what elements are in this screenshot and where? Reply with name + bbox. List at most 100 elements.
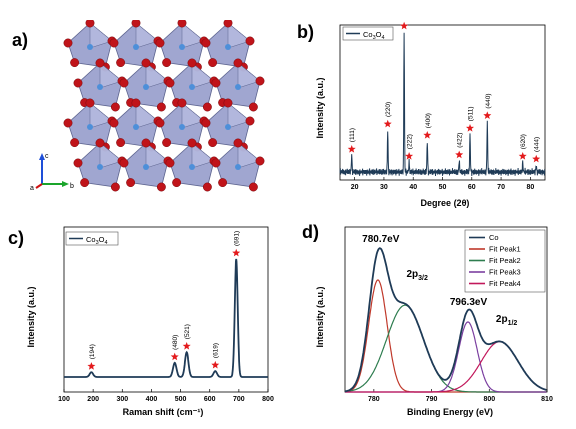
y-axis-label: Intensity (a.u.) (315, 77, 325, 138)
y-axis-label: Intensity (a.u.) (26, 286, 36, 347)
peak-marker-star (347, 145, 356, 153)
peak-label: (444) (534, 137, 541, 152)
oxygen-atom (63, 38, 73, 48)
oxygen-atom (95, 58, 105, 68)
x-tick-label: 800 (262, 396, 274, 403)
series-line (64, 258, 268, 378)
x-axis-label: Degree (2θ) (421, 198, 470, 208)
peak-marker-star (518, 152, 527, 160)
x-tick-label: 70 (497, 184, 505, 191)
cobalt-atom (133, 44, 139, 50)
oxygen-atom (233, 58, 243, 68)
cobalt-atom (87, 44, 93, 50)
peak-marker-star (455, 150, 464, 159)
cobalt-atom (87, 124, 93, 130)
x-tick-label: 100 (58, 396, 70, 403)
plot-frame (339, 24, 546, 181)
x-tick-label: 790 (426, 396, 438, 403)
oxygen-atom (119, 78, 129, 88)
cobalt-atom (143, 84, 149, 90)
cobalt-atom (97, 84, 103, 90)
cobalt-atom (225, 44, 231, 50)
peak-label: (220) (385, 102, 392, 117)
panel-label-b: b) (297, 22, 314, 42)
oxygen-atom (156, 102, 166, 112)
a-axis-label: a (30, 185, 34, 192)
cobalt-atom (189, 164, 195, 170)
x-tick-label: 300 (116, 396, 128, 403)
crystal-axes-indicator: c a b (30, 153, 74, 192)
oxygen-atom (70, 138, 80, 148)
oxygen-atom (126, 178, 136, 188)
oxygen-atom (131, 20, 141, 28)
oxygen-atom (85, 98, 95, 108)
series-line (339, 32, 546, 177)
peak-marker-star (532, 154, 541, 163)
peak-annotation: 2p1/2 (496, 314, 518, 327)
x-tick-label: 780 (368, 396, 380, 403)
oxygen-atom (70, 58, 80, 68)
c-axis-label: c (45, 153, 49, 160)
peak-label: (691) (234, 231, 241, 246)
oxygen-atom (141, 138, 151, 148)
oxygen-atom (202, 182, 212, 192)
oxygen-atom (119, 158, 129, 168)
oxygen-atom (95, 138, 105, 148)
peak-annotation: 796.3eV (450, 297, 488, 308)
x-tick-label: 80 (526, 184, 534, 191)
oxygen-atom (131, 98, 141, 108)
peak-marker-star (232, 248, 241, 257)
peak-label: (111) (349, 128, 356, 142)
peak-marker-star (211, 360, 220, 369)
x-tick-label: 600 (204, 396, 216, 403)
cobalt-atom (133, 124, 139, 130)
oxygen-atom (80, 178, 90, 188)
oxygen-atom (245, 36, 255, 46)
legend-label: Co3O4 (86, 235, 108, 246)
x-tick-label: 30 (380, 184, 388, 191)
oxygen-atom (110, 102, 120, 112)
crystal-structure-image (63, 20, 265, 192)
peak-label: (480) (172, 335, 179, 350)
oxygen-atom (223, 20, 233, 28)
oxygen-atom (165, 78, 175, 88)
x-tick-label: 40 (409, 184, 417, 191)
peak-marker-star (400, 21, 409, 30)
oxygen-atom (165, 158, 175, 168)
oxygen-atom (116, 58, 126, 68)
x-tick-label: 810 (541, 396, 553, 403)
peak-label: (521) (184, 324, 191, 339)
xps-chart: 780 790 800 810 780.7eV 2p3/2 796.3eV 2p1/2 Co… (315, 226, 553, 417)
panel-label-d: d) (302, 222, 319, 242)
x-tick-label: 50 (439, 184, 447, 191)
oxygen-atom (141, 58, 151, 68)
x-tick-label: 60 (468, 184, 476, 191)
oxygen-atom (110, 182, 120, 192)
oxygen-atom (162, 138, 172, 148)
oxygen-atom (109, 118, 119, 128)
legend-item-label: Fit Peak3 (489, 268, 521, 277)
panel-label-c: c) (8, 228, 25, 248)
peak-label: (194) (89, 344, 96, 359)
x-tick-label: 700 (233, 396, 245, 403)
oxygen-atom (187, 138, 197, 148)
peak-marker-star (423, 131, 432, 139)
oxygen-atom (187, 58, 197, 68)
x-tick-label: 200 (87, 396, 99, 403)
oxygen-atom (208, 138, 218, 148)
oxygen-atom (63, 118, 73, 128)
legend-box (342, 26, 394, 41)
oxygen-atom (177, 20, 187, 28)
peak-label: (222) (407, 134, 414, 149)
y-axis-label: Intensity (a.u.) (315, 286, 325, 347)
oxygen-atom (109, 38, 119, 48)
oxygen-atom (218, 178, 228, 188)
cobalt-atom (235, 164, 241, 170)
peak-marker-star (383, 119, 392, 128)
cobalt-atom (225, 124, 231, 130)
peak-annotation: 2p3/2 (406, 269, 428, 282)
peak-marker-star (483, 111, 492, 119)
x-tick-label: 800 (483, 396, 495, 403)
oxygen-atom (202, 102, 212, 112)
